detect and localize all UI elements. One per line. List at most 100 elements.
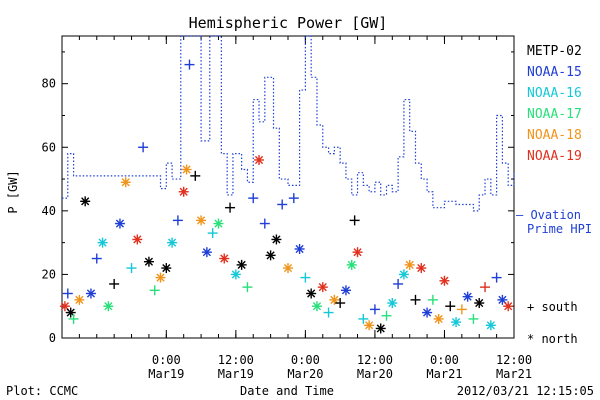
marker-stroke (266, 251, 275, 260)
x-tick-date-label: Mar20 (357, 367, 393, 381)
data-point-south (190, 170, 201, 181)
data-point-south (288, 193, 299, 204)
x-tick-date-label: Mar21 (496, 367, 532, 381)
data-point-south (138, 142, 149, 153)
marker-stroke (182, 165, 191, 174)
data-point-south (410, 294, 421, 305)
data-point-south (172, 215, 183, 226)
marker-stroke (440, 276, 449, 285)
marker-stroke (330, 295, 339, 304)
marker-stroke (272, 235, 281, 244)
chart-title: Hemispheric Power [GW] (189, 14, 388, 32)
legend-item-noaa-18: NOAA-18 (527, 128, 582, 143)
data-point-north (254, 154, 265, 165)
data-point-south (248, 193, 259, 204)
marker-stroke (347, 260, 356, 269)
data-point-north (74, 294, 85, 305)
data-point-south (335, 298, 346, 309)
data-point-north (497, 294, 508, 305)
x-tick-time-label: 0:00 (152, 353, 181, 367)
x-tick-time-label: 0:00 (291, 353, 320, 367)
marker-stroke (86, 289, 96, 298)
footer-timestamp: 2012/03/21 12:15:05 (457, 384, 594, 398)
y-axis-label: P [GW] (6, 170, 20, 213)
marker-stroke (162, 263, 171, 273)
data-point-south (491, 272, 502, 283)
marker-stroke (115, 219, 125, 228)
data-point-north (485, 320, 496, 331)
data-point-south (445, 301, 456, 312)
marker-stroke (196, 216, 206, 225)
data-point-north (503, 301, 514, 312)
data-point-south (225, 202, 236, 213)
marker-stroke (365, 321, 374, 330)
data-point-north (120, 177, 131, 188)
y-tick-label: 40 (42, 204, 56, 218)
data-point-south (349, 215, 360, 226)
data-point-north (161, 263, 172, 274)
marker-stroke (283, 263, 293, 273)
plot-frame (61, 35, 515, 339)
ovation-hpi-line (62, 35, 515, 212)
y-tick-label: 60 (42, 140, 56, 154)
marker-stroke (475, 298, 484, 308)
data-point-south (480, 282, 491, 293)
data-point-south (323, 307, 334, 318)
data-point-north (433, 313, 444, 324)
marker-stroke (451, 318, 461, 327)
axes: 0204060800:00Mar1912:00Mar190:00Mar2012:… (42, 36, 532, 381)
data-point-south (259, 218, 270, 229)
marker-stroke (202, 248, 211, 257)
data-point-north (439, 275, 450, 286)
x-tick-time-label: 12:00 (496, 353, 532, 367)
data-point-north (155, 272, 166, 283)
marker-stroke (66, 308, 75, 317)
marker-stroke (417, 263, 426, 273)
data-point-south (207, 228, 218, 239)
data-point-north (167, 237, 178, 248)
ovation-series (62, 35, 515, 212)
marker-stroke (104, 302, 113, 311)
marker-stroke (179, 187, 188, 196)
data-point-south (126, 263, 137, 274)
legend-item-metp-02: METP-02 (527, 44, 582, 59)
marker-stroke (81, 197, 90, 206)
data-point-north (201, 247, 212, 258)
marker-stroke (486, 321, 495, 330)
data-point-north (178, 186, 189, 197)
data-point-north (294, 243, 305, 254)
marker-stroke (121, 178, 130, 187)
data-point-north (143, 256, 154, 267)
data-point-north (80, 196, 91, 207)
data-point-south (393, 278, 404, 289)
data-point-north (364, 320, 375, 331)
data-point-north (474, 298, 485, 309)
marker-stroke (504, 302, 513, 311)
scatter-points (59, 59, 514, 334)
marker-stroke (133, 235, 142, 244)
marker-stroke (434, 314, 443, 324)
data-point-north (329, 294, 340, 305)
marker-stroke (405, 260, 414, 269)
data-point-south (427, 294, 438, 305)
marker-stroke (399, 270, 408, 279)
data-point-north (196, 215, 207, 226)
marker-stroke (214, 219, 223, 228)
data-point-north (271, 234, 282, 245)
legend-item-noaa-19: NOAA-19 (527, 149, 582, 164)
data-point-north (59, 301, 70, 312)
data-point-north (398, 269, 409, 280)
marker-stroke (144, 257, 154, 266)
marker-stroke (318, 283, 327, 292)
legend-item-noaa-16: NOAA-16 (527, 86, 582, 101)
legend-item-noaa-15: NOAA-15 (527, 65, 582, 80)
data-point-north (85, 288, 96, 299)
data-point-north (265, 250, 276, 261)
data-point-north (375, 323, 386, 334)
data-point-south (456, 304, 467, 315)
marker-stroke (98, 238, 107, 247)
marker-stroke (376, 324, 385, 333)
data-point-north (181, 164, 192, 175)
south-marker-legend: + south (527, 300, 578, 314)
data-point-north (132, 234, 143, 245)
